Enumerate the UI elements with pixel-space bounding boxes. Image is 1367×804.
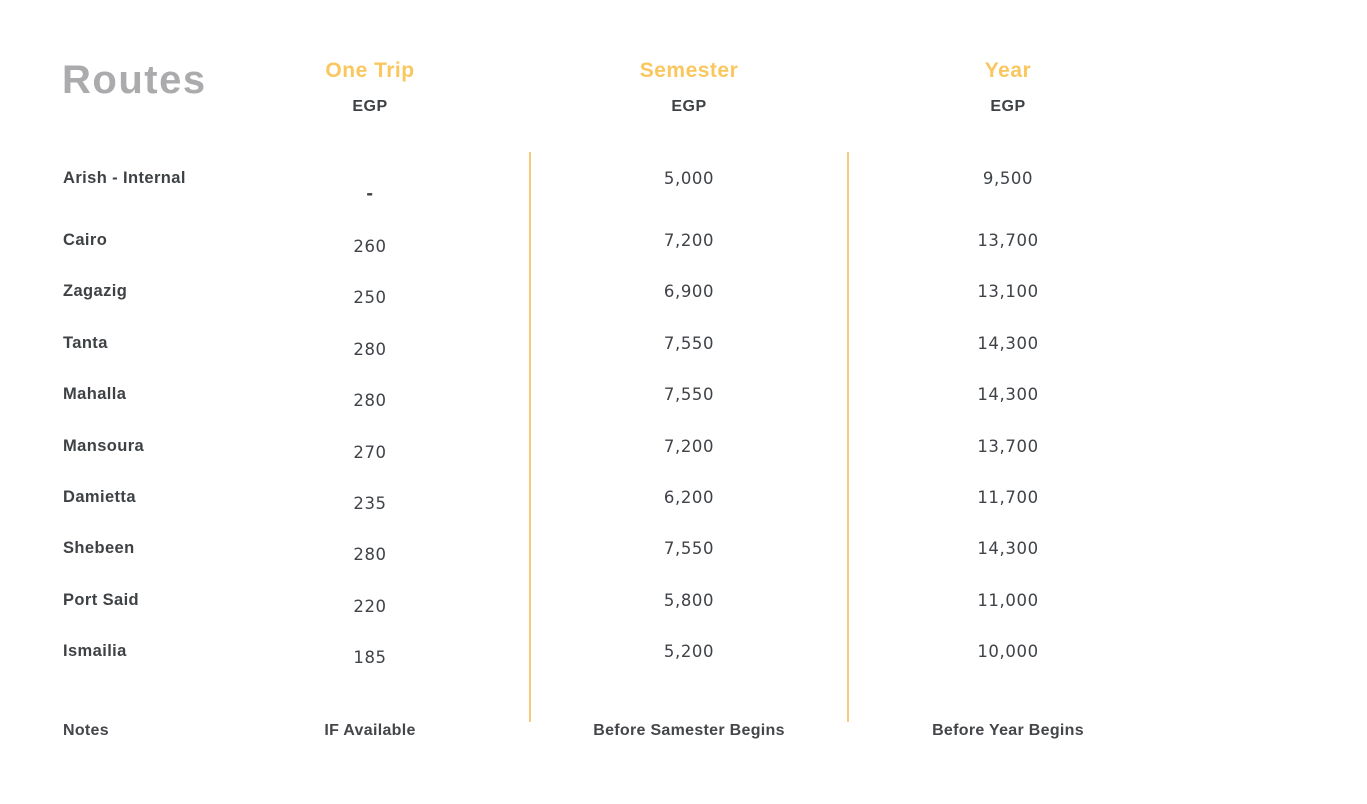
year-value: 14,300 xyxy=(977,333,1039,353)
year-value: 14,300 xyxy=(977,384,1039,404)
year-value: 13,700 xyxy=(977,230,1039,250)
column-title: Semester xyxy=(639,59,739,82)
table-row: Ismailia 185 5,200 10,000 xyxy=(0,636,1367,667)
one-trip-value: - xyxy=(366,183,374,203)
route-name: Shebeen xyxy=(63,538,135,557)
semester-value: 5,200 xyxy=(663,641,715,661)
column-header-semester: Semester EGP xyxy=(579,58,799,116)
year-value: 14,300 xyxy=(977,538,1039,558)
semester-value: 5,800 xyxy=(663,590,715,610)
year-value: 13,700 xyxy=(977,436,1039,456)
route-name: Mahalla xyxy=(63,384,127,403)
table-row: Shebeen 280 7,550 14,300 xyxy=(0,533,1367,564)
column-divider-line xyxy=(529,152,531,722)
year-value: 9,500 xyxy=(982,168,1034,188)
route-name: Mansoura xyxy=(63,436,145,455)
column-divider-line xyxy=(847,152,849,722)
route-name: Cairo xyxy=(63,230,108,249)
one-trip-value: 280 xyxy=(353,339,387,359)
table-row: Mahalla 280 7,550 14,300 xyxy=(0,379,1367,410)
semester-note: Before Samester Begins xyxy=(593,722,785,739)
semester-value: 7,200 xyxy=(663,436,715,456)
semester-value: 7,550 xyxy=(663,384,715,404)
one-trip-note: IF Available xyxy=(324,722,416,739)
year-note: Before Year Begins xyxy=(932,722,1084,739)
route-name: Zagazig xyxy=(63,281,128,300)
semester-value: 6,200 xyxy=(663,487,715,507)
table-row: Damietta 235 6,200 11,700 xyxy=(0,482,1367,513)
table-row: Zagazig 250 6,900 13,100 xyxy=(0,276,1367,307)
table-row: Arish - Internal - 5,000 9,500 xyxy=(0,163,1367,203)
semester-value: 7,550 xyxy=(663,538,715,558)
year-value: 10,000 xyxy=(977,641,1039,661)
one-trip-value: 250 xyxy=(353,287,387,307)
semester-value: 6,900 xyxy=(663,281,715,301)
notes-label: Notes xyxy=(63,722,109,739)
column-currency-label: EGP xyxy=(352,98,388,115)
column-header-one-trip: One Trip EGP xyxy=(260,58,480,116)
table-row: Cairo 260 7,200 13,700 xyxy=(0,225,1367,256)
one-trip-value: 260 xyxy=(353,236,387,256)
column-currency-label: EGP xyxy=(671,98,707,115)
route-name: Ismailia xyxy=(63,641,127,660)
semester-value: 7,550 xyxy=(663,333,715,353)
one-trip-value: 185 xyxy=(353,647,387,667)
semester-value: 7,200 xyxy=(663,230,715,250)
column-header-year: Year EGP xyxy=(898,58,1118,116)
year-value: 11,700 xyxy=(977,487,1039,507)
page-title: Routes xyxy=(62,58,207,102)
column-title: Year xyxy=(984,59,1032,82)
one-trip-value: 235 xyxy=(353,493,387,513)
notes-row: Notes IF Available Before Samester Begin… xyxy=(0,716,1367,746)
one-trip-value: 280 xyxy=(353,390,387,410)
table-row: Tanta 280 7,550 14,300 xyxy=(0,328,1367,359)
table-row: Mansoura 270 7,200 13,700 xyxy=(0,431,1367,462)
route-name: Port Said xyxy=(63,590,140,609)
one-trip-value: 280 xyxy=(353,544,387,564)
route-name: Arish - Internal xyxy=(63,168,186,187)
one-trip-value: 270 xyxy=(353,442,387,462)
one-trip-value: 220 xyxy=(353,596,387,616)
year-value: 11,000 xyxy=(977,590,1039,610)
column-currency-label: EGP xyxy=(990,98,1026,115)
column-title: One Trip xyxy=(325,59,415,82)
route-name: Damietta xyxy=(63,487,136,506)
year-value: 13,100 xyxy=(977,281,1039,301)
semester-value: 5,000 xyxy=(663,168,715,188)
table-row: Port Said 220 5,800 11,000 xyxy=(0,585,1367,616)
route-name: Tanta xyxy=(63,333,108,352)
